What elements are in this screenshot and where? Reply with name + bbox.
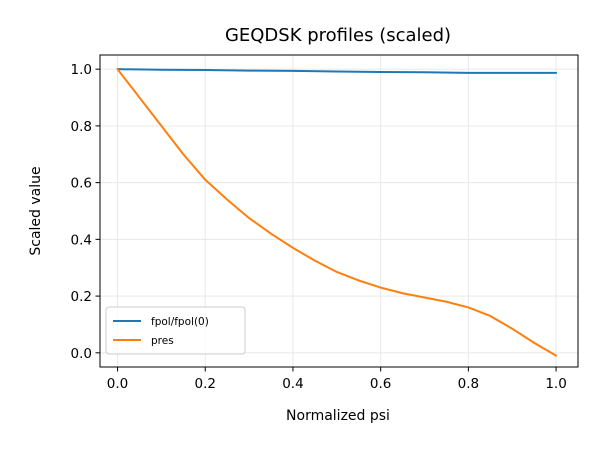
x-axis-label: Normalized psi (286, 408, 390, 424)
x-tick-label: 0.4 (282, 376, 303, 392)
series-line-1 (116, 68, 558, 357)
legend-box (105, 306, 246, 355)
y-tick-label: 0.2 (71, 289, 92, 305)
legend-label-1: pres (151, 335, 174, 347)
plot-frame (99, 54, 579, 368)
y-tick-label: 1.0 (71, 62, 92, 78)
chart-title: GEQDSK profiles (scaled) (225, 25, 451, 46)
y-tick-label: 0.0 (71, 346, 92, 362)
y-tick-label: 0.6 (71, 176, 92, 192)
x-tick-label: 0.2 (195, 376, 216, 392)
x-tick-label: 0.8 (458, 376, 479, 392)
legend: fpol/fpol(0) pres (105, 306, 246, 355)
x-tick-label: 0.6 (370, 376, 391, 392)
series-line-0 (116, 68, 558, 74)
grid (100, 55, 578, 367)
y-tick-label: 0.4 (71, 232, 92, 248)
axis-ticks: 0.0 0.2 0.4 0.6 0.8 1.0 0.0 0.2 0.4 0.6 0.8 1.0 (71, 62, 567, 392)
legend-label-0: fpol/fpol(0) (151, 316, 209, 328)
y-tick-label: 0.8 (71, 119, 92, 135)
x-tick-label: 0.0 (107, 376, 128, 392)
series-group (116, 68, 558, 357)
y-axis-label: Scaled value (28, 166, 44, 255)
x-tick-label: 1.0 (545, 376, 566, 392)
